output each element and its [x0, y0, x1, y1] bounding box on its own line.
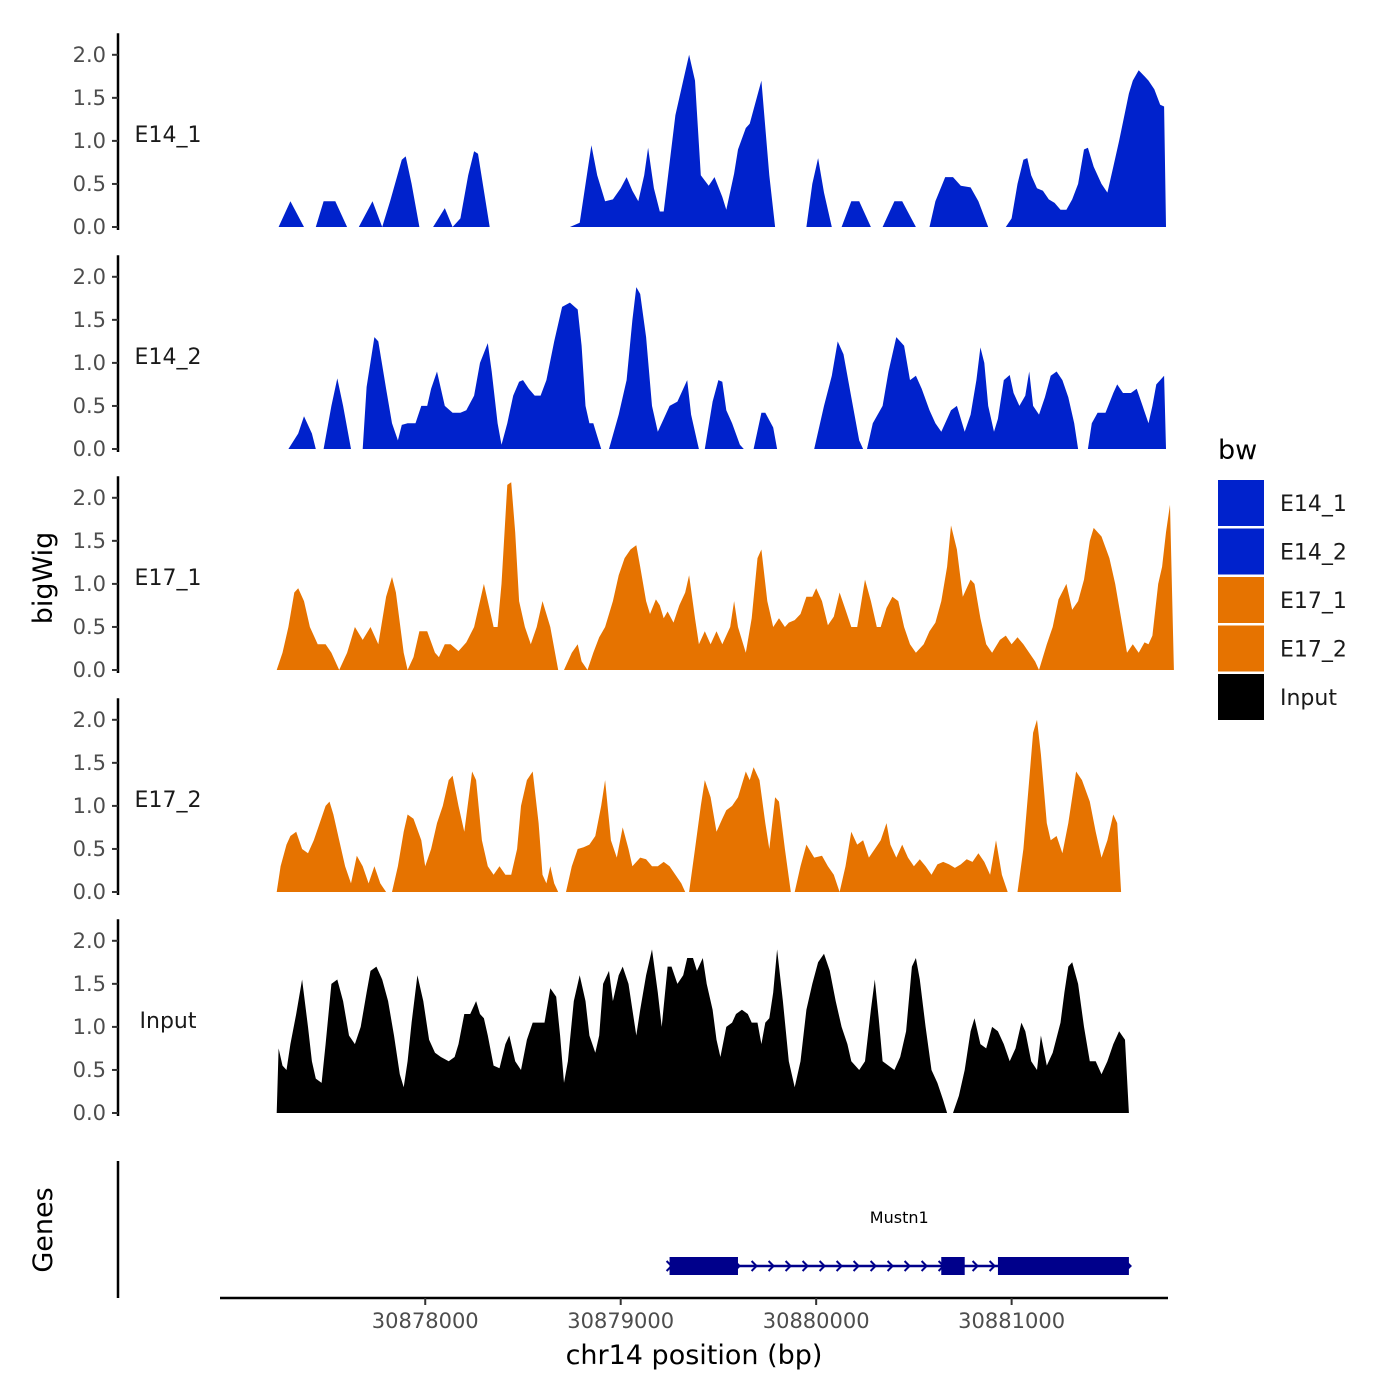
panel-label-E17_2: E17_2: [135, 788, 202, 813]
strand-arrow: [903, 1260, 911, 1272]
strand-arrow: [971, 1260, 979, 1272]
strand-arrow: [886, 1260, 894, 1272]
y-tick-label: 0.0: [73, 1101, 106, 1125]
gene-Mustn1: Mustn1: [665, 1208, 1132, 1275]
legend-label: E17_1: [1280, 589, 1347, 614]
y-tick-label: 0.5: [73, 837, 106, 861]
legend-swatch: [1218, 528, 1264, 575]
legend: bw E14_1 E14_2 E17_1 E17_2 Input: [1218, 435, 1347, 720]
y-tick-label: 1.0: [73, 129, 106, 153]
y-tick-label: 2.0: [73, 486, 106, 510]
y-tick-label: 0.0: [73, 658, 106, 682]
legend-item-E17_2: E17_2: [1218, 625, 1347, 672]
panel-E17_1: 0.0 0.5 1.0 1.5 2.0 E17_1: [73, 476, 1174, 682]
strand-arrow: [767, 1260, 775, 1272]
genes-track-title: Genes: [28, 1187, 59, 1272]
legend-swatch: [1218, 577, 1264, 623]
panel-Input: 0.0 0.5 1.0 1.5 2.0 Input: [73, 919, 1129, 1125]
strand-arrow: [801, 1260, 809, 1272]
y-tick-label: 0.0: [73, 880, 106, 904]
x-tick-label: 30878000: [372, 1309, 479, 1333]
gene-exon: [941, 1257, 965, 1275]
legend-swatch: [1218, 674, 1264, 720]
area-E14_2: [288, 287, 1166, 449]
y-tick-label: 1.5: [73, 308, 106, 332]
legend-swatch: [1218, 625, 1264, 672]
x-axis-title: chr14 position (bp): [566, 1340, 823, 1371]
x-tick-label: 30880000: [763, 1309, 870, 1333]
panel-E17_2: 0.0 0.5 1.0 1.5 2.0 E17_2: [73, 698, 1122, 904]
y-tick-label: 1.0: [73, 794, 106, 818]
panel-label-E17_1: E17_1: [135, 566, 202, 591]
genes-track: Mustn1: [116, 1161, 1132, 1298]
x-axis: 30878000 30879000 30880000 30881000: [220, 1296, 1168, 1333]
gene-name-label: Mustn1: [870, 1208, 929, 1227]
strand-arrow: [988, 1260, 996, 1272]
strand-arrow: [835, 1260, 843, 1272]
y-tick-label: 0.5: [73, 172, 106, 196]
y-tick-label: 1.0: [73, 1015, 106, 1039]
gene-exon: [997, 1257, 1129, 1275]
y-tick-label: 2.0: [73, 708, 106, 732]
y-tick-label: 1.5: [73, 529, 106, 553]
legend-swatch: [1218, 480, 1264, 526]
legend-item-E14_2: E14_2: [1218, 528, 1347, 575]
legend-title: bw: [1218, 435, 1257, 466]
strand-arrow: [784, 1260, 792, 1272]
y-tick-label: 0.5: [73, 615, 106, 639]
panel-label-E14_2: E14_2: [135, 345, 202, 370]
y-tick-label: 2.0: [73, 929, 106, 953]
panel-label-Input: Input: [140, 1009, 197, 1034]
y-tick-label: 1.5: [73, 972, 106, 996]
area-Input: [276, 949, 1129, 1113]
x-tick-label: 30879000: [567, 1309, 674, 1333]
y-axis-title: bigWig: [28, 532, 59, 625]
strand-arrow: [869, 1260, 877, 1272]
y-tick-label: 0.5: [73, 1058, 106, 1082]
y-tick-label: 0.0: [73, 437, 106, 461]
y-tick-label: 0.5: [73, 394, 106, 418]
y-tick-label: 1.5: [73, 751, 106, 775]
area-E17_1: [276, 482, 1174, 670]
gene-exon: [669, 1257, 738, 1275]
legend-label: E17_2: [1280, 638, 1347, 663]
panel-E14_1: 0.0 0.5 1.0 1.5 2.0 E14_1: [73, 33, 1167, 239]
legend-item-E17_1: E17_1: [1218, 577, 1347, 623]
y-tick-label: 0.0: [73, 215, 106, 239]
strand-arrow: [920, 1260, 928, 1272]
area-E14_1: [278, 54, 1167, 227]
strand-arrow: [750, 1260, 758, 1272]
bigwig-panels: 0.0 0.5 1.0 1.5 2.0 E14_1 0.0 0.5 1.0 1.5 2.0 E14_2…: [73, 33, 1174, 1125]
y-tick-label: 2.0: [73, 265, 106, 289]
legend-label: Input: [1280, 686, 1337, 711]
area-E17_2: [276, 719, 1122, 892]
y-tick-label: 1.0: [73, 351, 106, 375]
y-tick-label: 1.0: [73, 572, 106, 596]
strand-arrow: [852, 1260, 860, 1272]
panel-E14_2: 0.0 0.5 1.0 1.5 2.0 E14_2: [73, 255, 1166, 461]
legend-item-Input: Input: [1218, 674, 1337, 720]
y-tick-label: 2.0: [73, 43, 106, 67]
strand-arrow: [818, 1260, 826, 1272]
legend-label: E14_2: [1280, 541, 1347, 566]
panel-label-E14_1: E14_1: [135, 123, 202, 148]
legend-item-E14_1: E14_1: [1218, 480, 1347, 526]
legend-label: E14_1: [1280, 492, 1347, 517]
x-tick-label: 30881000: [958, 1309, 1065, 1333]
y-tick-label: 1.5: [73, 86, 106, 110]
